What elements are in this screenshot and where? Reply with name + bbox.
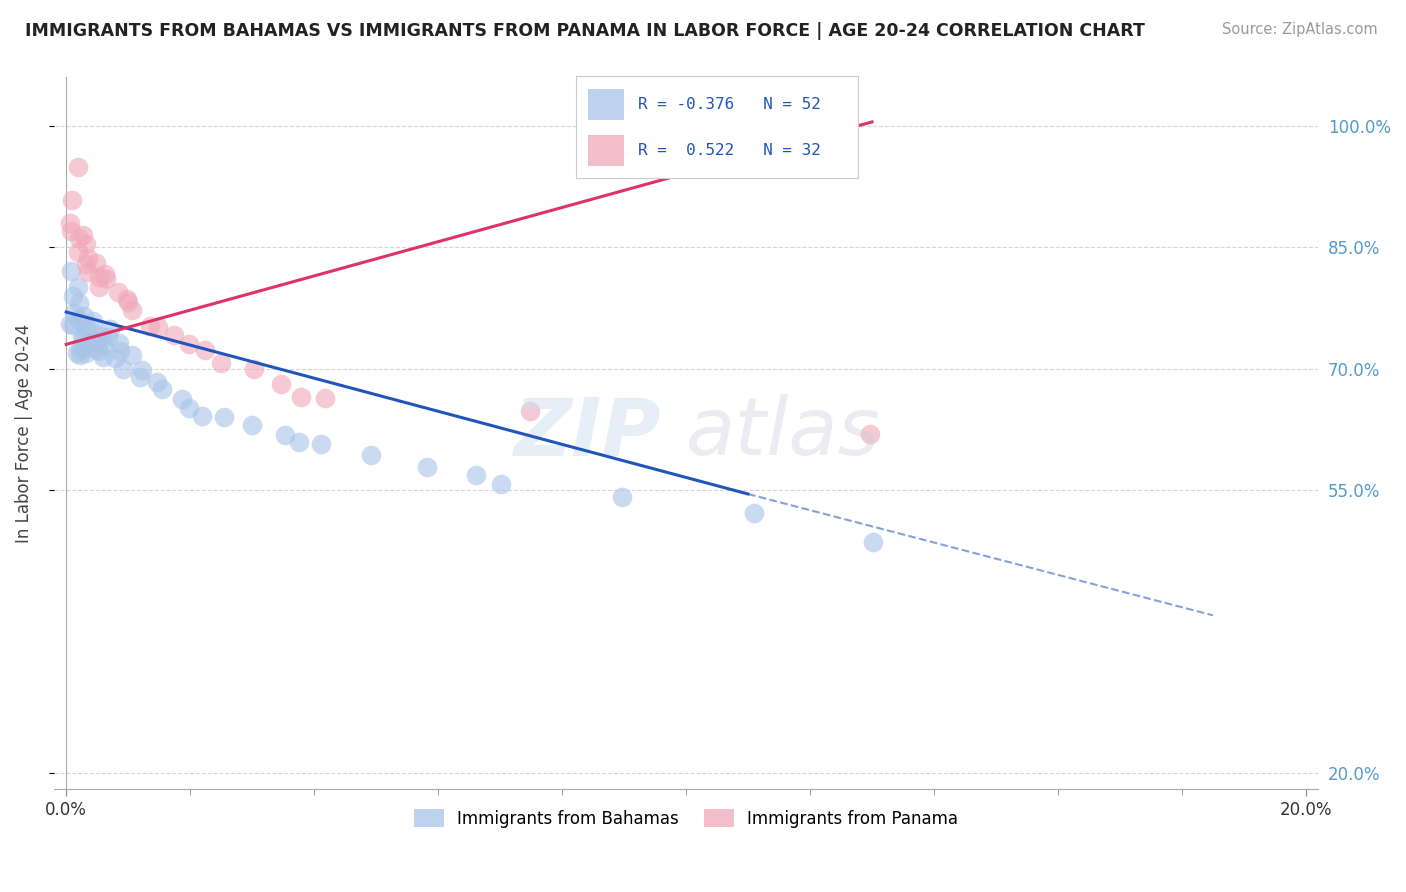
Point	[66, 345, 89, 359]
Point	[69, 342, 91, 356]
Point	[67, 313, 90, 327]
Point	[108, 344, 131, 359]
Point	[179, 401, 201, 415]
Point	[62, 289, 84, 303]
Point	[112, 362, 135, 376]
Point	[77, 265, 100, 279]
Point	[139, 318, 162, 333]
Point	[612, 490, 634, 504]
Text: atlas: atlas	[686, 394, 880, 473]
Point	[98, 321, 121, 335]
Point	[859, 426, 882, 441]
Point	[190, 409, 212, 423]
Text: R = -0.376   N = 52: R = -0.376 N = 52	[638, 97, 821, 112]
Point	[209, 355, 232, 369]
Point	[117, 295, 139, 310]
Point	[66, 160, 89, 174]
Point	[270, 376, 292, 391]
Point	[72, 227, 94, 242]
Point	[465, 467, 488, 482]
Y-axis label: In Labor Force | Age 20-24: In Labor Force | Age 20-24	[15, 324, 32, 543]
Point	[193, 343, 215, 357]
Point	[76, 252, 98, 266]
Point	[519, 404, 541, 418]
Point	[172, 392, 194, 407]
Text: IMMIGRANTS FROM BAHAMAS VS IMMIGRANTS FROM PANAMA IN LABOR FORCE | AGE 20-24 COR: IMMIGRANTS FROM BAHAMAS VS IMMIGRANTS FR…	[25, 22, 1144, 40]
Bar	[588, 89, 624, 120]
Point	[89, 280, 111, 294]
Point	[489, 477, 512, 491]
Point	[70, 330, 93, 344]
Point	[91, 336, 114, 351]
Point	[60, 193, 83, 207]
Point	[94, 272, 117, 286]
Point	[59, 216, 82, 230]
Point	[82, 314, 104, 328]
Point	[240, 418, 263, 433]
Point	[66, 244, 89, 259]
Point	[62, 318, 84, 333]
Point	[75, 346, 97, 360]
Text: ZIP: ZIP	[513, 394, 661, 473]
Point	[121, 348, 143, 362]
Point	[67, 231, 90, 245]
Point	[131, 363, 153, 377]
Point	[150, 382, 173, 396]
Point	[91, 350, 114, 364]
Point	[314, 391, 336, 405]
Point	[108, 335, 131, 350]
Legend: Immigrants from Bahamas, Immigrants from Panama: Immigrants from Bahamas, Immigrants from…	[408, 803, 965, 834]
Point	[146, 375, 169, 389]
Point	[75, 257, 97, 271]
Point	[75, 322, 97, 336]
Point	[89, 270, 111, 285]
Text: R =  0.522   N = 32: R = 0.522 N = 32	[638, 144, 821, 158]
Point	[84, 342, 107, 356]
Point	[66, 280, 89, 294]
Bar	[588, 136, 624, 166]
Point	[59, 317, 82, 331]
Point	[67, 295, 90, 310]
Point	[163, 328, 186, 343]
Point	[69, 348, 91, 362]
Point	[62, 306, 84, 320]
Point	[129, 370, 152, 384]
Point	[243, 362, 266, 376]
Point	[416, 459, 439, 474]
Point	[115, 292, 138, 306]
Point	[84, 256, 107, 270]
Point	[274, 428, 297, 442]
Point	[288, 434, 311, 449]
Point	[59, 264, 82, 278]
Point	[80, 324, 103, 338]
Point	[73, 331, 96, 345]
Point	[73, 309, 96, 323]
Point	[86, 334, 108, 348]
Point	[75, 237, 97, 252]
Point	[73, 340, 96, 354]
Point	[94, 267, 117, 281]
Point	[309, 437, 332, 451]
Point	[290, 390, 312, 404]
Point	[360, 449, 382, 463]
Point	[862, 535, 884, 549]
Point	[107, 285, 129, 299]
Point	[97, 330, 120, 344]
Point	[103, 351, 125, 366]
Point	[91, 329, 114, 343]
Point	[59, 224, 82, 238]
Point	[177, 337, 200, 351]
Point	[742, 506, 765, 520]
Point	[212, 410, 235, 425]
Point	[80, 334, 103, 348]
Text: Source: ZipAtlas.com: Source: ZipAtlas.com	[1222, 22, 1378, 37]
Point	[121, 303, 143, 318]
Point	[87, 343, 110, 358]
Point	[148, 319, 170, 334]
